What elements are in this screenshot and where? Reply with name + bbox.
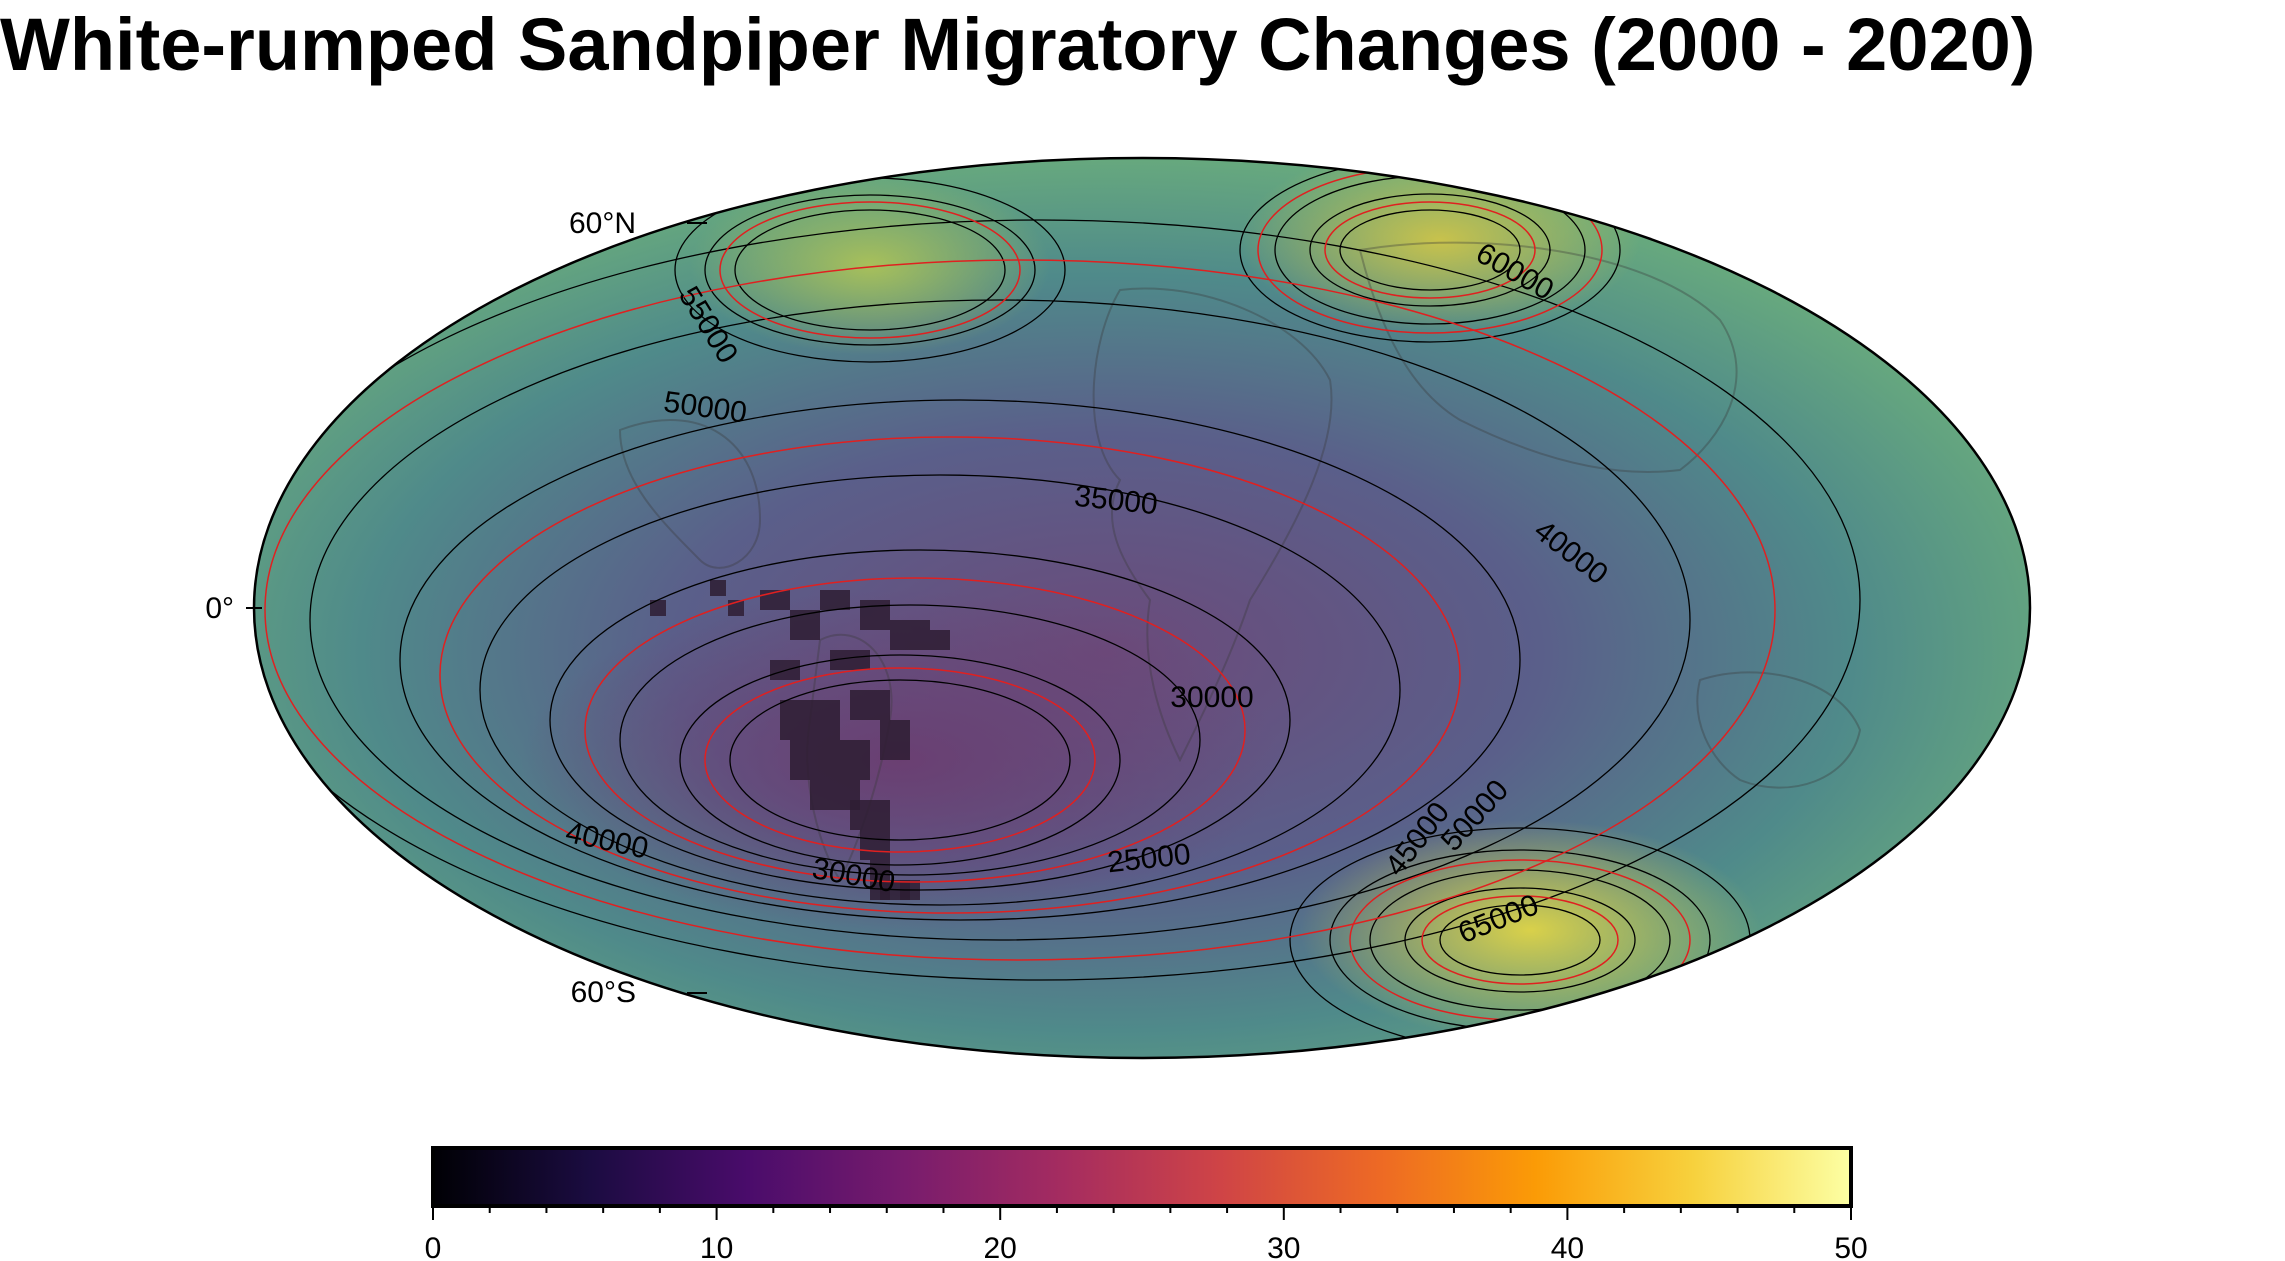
lat-label-equator: 0°	[205, 592, 234, 625]
colorbar-ticks	[432, 1206, 1852, 1220]
colorbar-tick-label: 20	[984, 1232, 1017, 1261]
latitude-ticks	[246, 222, 707, 994]
colorbar-gradient	[431, 1146, 1853, 1208]
lat-label-60n: 60°N	[569, 207, 636, 240]
contour-label: 30000	[1170, 681, 1253, 714]
colorbar-labels: 0 10 20 30 40 50	[425, 1232, 1868, 1261]
colorbar-tick-label: 50	[1834, 1232, 1867, 1261]
colorbar: 0 10 20 30 40 50	[425, 1146, 1868, 1261]
contour-lines-major	[264, 166, 1776, 1021]
colorbar-tick-label: 40	[1551, 1232, 1584, 1261]
map-title: White-rumped Sandpiper Migratory Changes…	[0, 3, 2036, 86]
map-field	[254, 158, 2030, 1058]
land-pixels	[650, 580, 950, 900]
colorbar-tick-label: 30	[1267, 1232, 1300, 1261]
lat-label-60s: 60°S	[571, 976, 636, 1009]
colorbar-tick-label: 0	[425, 1232, 442, 1261]
colorbar-tick-label: 10	[700, 1232, 733, 1261]
